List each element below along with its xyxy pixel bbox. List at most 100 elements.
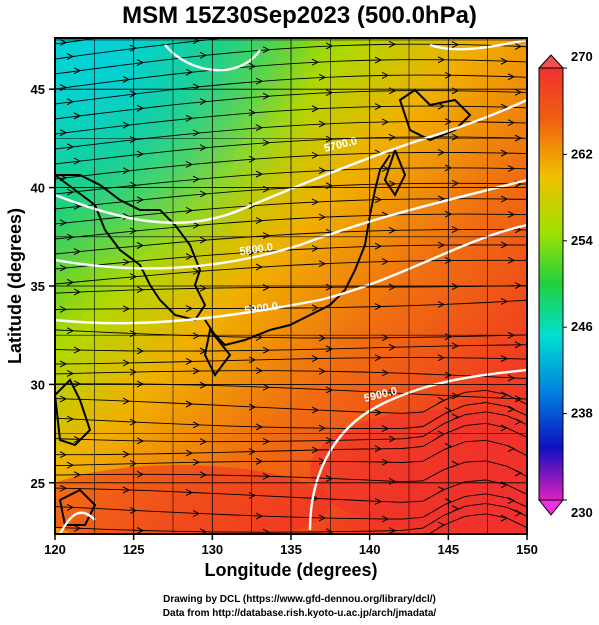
wind-arrow xyxy=(325,436,334,444)
wind-arrow xyxy=(262,346,271,354)
wind-arrow xyxy=(311,245,320,252)
wind-arrow xyxy=(444,333,453,341)
wind-arrow xyxy=(311,198,320,206)
x-axis: 120 125 130 135 140 145 150 xyxy=(44,534,538,557)
wind-arrow xyxy=(129,90,138,98)
wind-arrow xyxy=(262,383,271,391)
wind-arrow xyxy=(388,389,397,397)
wind-arrow xyxy=(500,241,509,249)
wind-arrow xyxy=(388,283,397,291)
wind-arrow xyxy=(73,202,82,210)
y-tick-label: 45 xyxy=(31,82,45,97)
wind-arrow xyxy=(311,406,320,414)
wind-arrow xyxy=(136,59,145,66)
wind-arrow xyxy=(451,41,460,49)
wind-arrow xyxy=(248,109,257,117)
y-tick-label: 40 xyxy=(31,181,45,196)
streamline xyxy=(55,502,527,533)
wind-arrow xyxy=(129,460,138,468)
contour-label: 5800.0 xyxy=(239,241,274,258)
wind-arrow xyxy=(73,157,82,165)
wind-arrow xyxy=(311,355,320,362)
wind-arrow xyxy=(318,73,327,81)
wind-arrow xyxy=(444,164,453,172)
colorbar-tick-label: 270 xyxy=(571,49,593,64)
wind-arrow xyxy=(73,288,82,296)
wind-arrow xyxy=(129,368,138,376)
credits: Drawing by DCL (https://www.gfd-dennou.o… xyxy=(0,593,599,621)
wind-arrow xyxy=(73,524,82,532)
wind-arrow xyxy=(59,305,68,313)
wind-arrow xyxy=(325,386,334,394)
wind-arrow xyxy=(451,460,460,468)
wind-arrow xyxy=(66,503,75,511)
wind-arrow xyxy=(388,180,397,188)
wind-arrow xyxy=(59,360,68,368)
wind-arrow xyxy=(444,498,453,506)
wind-arrow xyxy=(129,273,138,281)
colorbar-bottom-triangle xyxy=(537,499,565,516)
map-title: MSM 15Z30Sep2023 (500.0hPa) xyxy=(122,2,477,29)
wind-arrow xyxy=(388,226,397,234)
colorbar-top-triangle xyxy=(537,54,565,69)
wind-arrow xyxy=(185,305,194,313)
credit-drawing: Drawing by DCL (https://www.gfd-dennou.o… xyxy=(163,594,436,605)
wind-arrow xyxy=(514,509,523,517)
x-tick-label: 150 xyxy=(516,542,538,557)
wind-arrow xyxy=(199,381,208,389)
wind-arrow xyxy=(59,451,68,459)
wind-arrow xyxy=(59,39,68,46)
contour-label: 5900.0 xyxy=(244,300,279,317)
wind-arrow xyxy=(199,236,208,244)
wind-arrow xyxy=(59,484,68,492)
wind-arrow xyxy=(255,367,264,375)
y-tick-label: 35 xyxy=(31,279,45,294)
wind-arrow xyxy=(318,120,327,128)
wind-arrow xyxy=(248,202,257,210)
wind-arrow xyxy=(514,469,523,477)
wind-arrow xyxy=(451,413,460,421)
wind-arrow xyxy=(312,13,318,19)
wind-arrow xyxy=(192,129,201,137)
wind-arrow xyxy=(73,346,82,354)
wind-arrow xyxy=(66,415,75,423)
wind-arrow xyxy=(122,359,131,367)
wind-arrow xyxy=(136,196,145,204)
wind-arrow xyxy=(437,102,446,110)
wind-arrow xyxy=(507,210,516,218)
wind-arrow xyxy=(192,332,201,340)
streamline xyxy=(55,411,527,443)
wind-arrow xyxy=(325,283,334,291)
wind-arrow xyxy=(507,73,516,81)
wind-arrow xyxy=(500,297,509,305)
wind-arrow xyxy=(437,396,446,404)
wind-arrow xyxy=(262,46,271,54)
wind-arrow xyxy=(255,263,264,271)
temperature-field xyxy=(55,38,527,534)
wind-arrow xyxy=(129,507,138,514)
streamline xyxy=(55,493,527,520)
wind-arrow xyxy=(375,10,381,16)
wind-arrow xyxy=(255,457,264,465)
x-axis-label: Longitude (degrees) xyxy=(204,560,377,580)
wind-arrow xyxy=(185,68,194,76)
streamline xyxy=(55,229,527,255)
wind-arrow xyxy=(437,300,446,308)
wind-arrow xyxy=(59,264,68,272)
x-tick-label: 125 xyxy=(123,542,145,557)
wind-arrow xyxy=(248,356,257,364)
streamline xyxy=(55,90,527,120)
wind-arrow xyxy=(381,71,390,79)
wind-arrow xyxy=(248,304,257,312)
wind-arrow xyxy=(192,221,201,229)
wind-arrow xyxy=(185,207,194,214)
colorbar: 270 262 254 246 238 230 xyxy=(537,49,593,520)
wind-arrow xyxy=(192,367,201,375)
wind-arrow xyxy=(500,391,509,399)
credit-data: Data from http://database.rish.kyoto-u.a… xyxy=(162,608,437,619)
wind-arrow xyxy=(248,155,257,163)
wind-arrow xyxy=(129,227,138,235)
wind-arrow xyxy=(66,53,75,60)
wind-arrow xyxy=(185,160,194,168)
wind-arrow xyxy=(507,445,516,453)
